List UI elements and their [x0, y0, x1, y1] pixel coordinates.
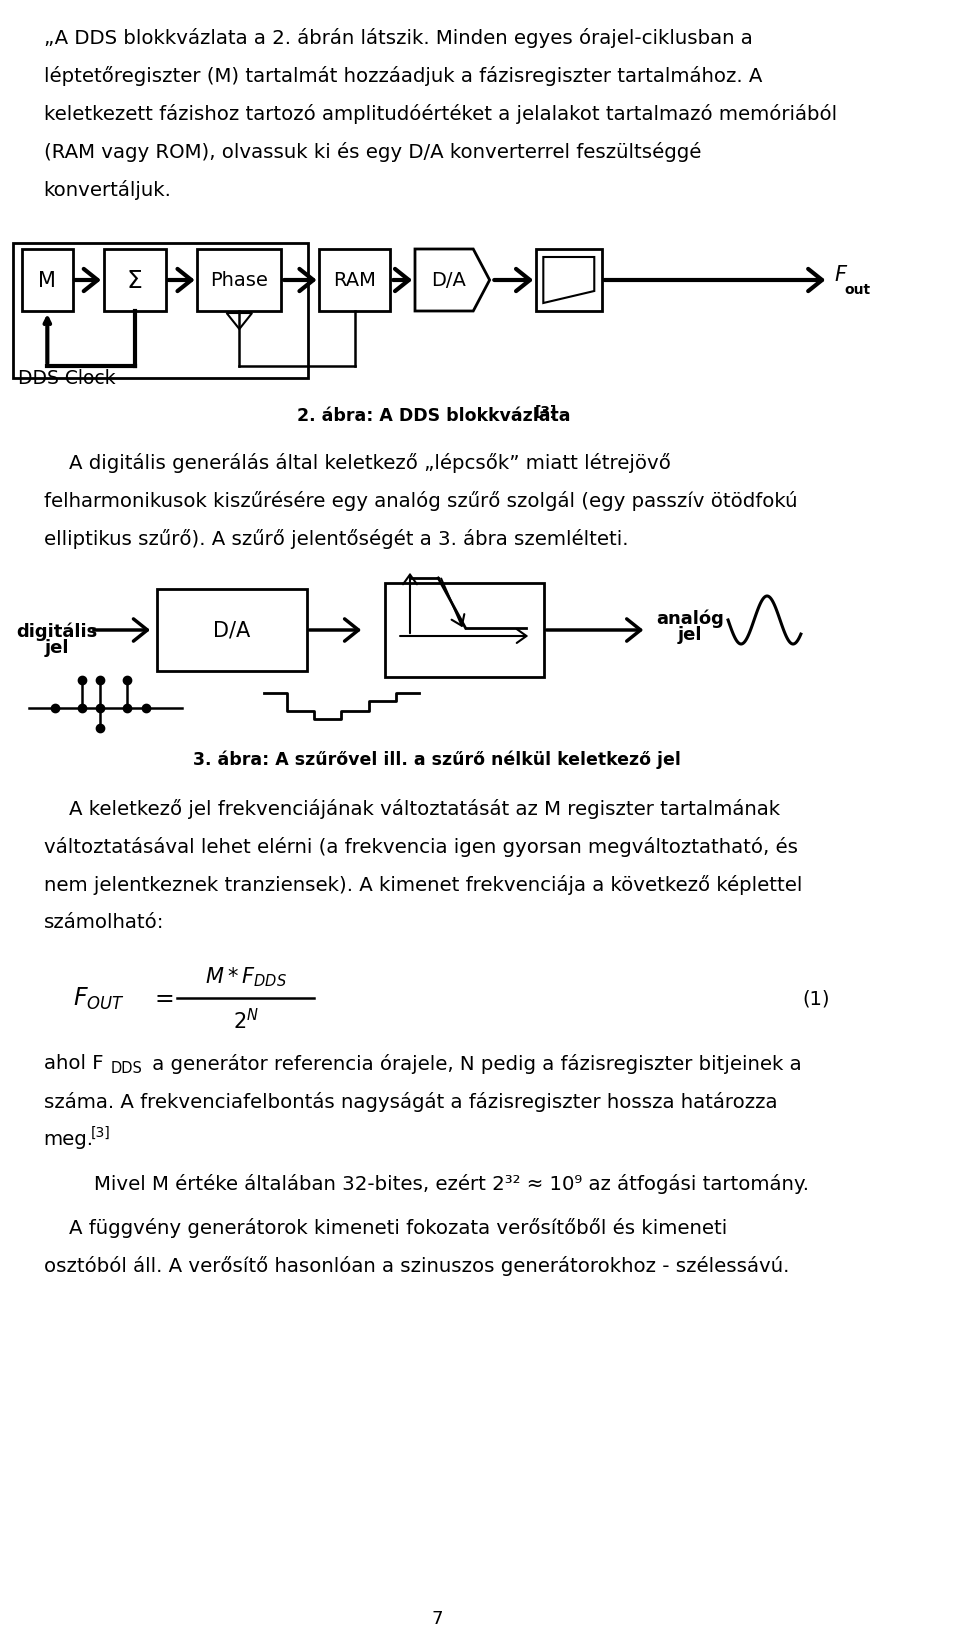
Text: D/A: D/A [213, 621, 251, 641]
Text: D/A: D/A [431, 272, 467, 290]
Polygon shape [227, 313, 252, 329]
Text: (RAM vagy ROM), olvassuk ki és egy D/A konverterrel feszültséggé: (RAM vagy ROM), olvassuk ki és egy D/A k… [44, 143, 701, 162]
Text: léptetőregiszter (M) tartalmát hozzáadjuk a fázisregiszter tartalmához. A: léptetőregiszter (M) tartalmát hozzáadju… [44, 66, 762, 85]
Bar [536, 249, 602, 311]
Text: A függvény generátorok kimeneti fokozata verősítőből és kimeneti: A függvény generátorok kimeneti fokozata… [44, 1218, 727, 1237]
Text: [3]: [3] [535, 405, 558, 418]
Polygon shape [543, 257, 594, 303]
Text: $F_{OUT}$: $F_{OUT}$ [73, 985, 125, 1011]
Bar [198, 249, 281, 311]
Text: a generátor referencia órajele, N pedig a fázisregiszter bitjeinek a: a generátor referencia órajele, N pedig … [146, 1054, 802, 1074]
Text: (1): (1) [803, 988, 830, 1008]
Text: RAM: RAM [333, 272, 376, 290]
Text: A keletkező jel frekvenciájának változtatását az M regiszter tartalmának: A keletkező jel frekvenciájának változta… [44, 798, 780, 818]
Text: változtatásával lehet elérni (a frekvencia igen gyorsan megváltoztatható, és: változtatásával lehet elérni (a frekvenc… [44, 836, 798, 857]
Text: $2^N$: $2^N$ [232, 1008, 259, 1033]
Text: Phase: Phase [210, 272, 268, 290]
Text: meg.: meg. [44, 1129, 94, 1149]
Text: analóg: analóg [656, 608, 724, 628]
Text: osztóból áll. A verősítő hasonlóan a szinuszos generátorokhoz - szélessávú.: osztóból áll. A verősítő hasonlóan a szi… [44, 1255, 789, 1275]
Text: jel: jel [44, 639, 69, 657]
Text: ahol F: ahol F [44, 1054, 103, 1072]
Text: számolható:: számolható: [44, 913, 164, 931]
Text: digitális: digitális [15, 623, 97, 641]
Text: felharmonikusok kiszűrésére egy analóg szűrő szolgál (egy passzív ötödfokú: felharmonikusok kiszűrésére egy analóg s… [44, 490, 797, 511]
Polygon shape [415, 249, 490, 311]
Bar [320, 249, 391, 311]
Bar [12, 244, 307, 379]
Text: 3. ábra: A szűrővel ill. a szűrő nélkül keletkező jel: 3. ábra: A szűrővel ill. a szűrő nélkül … [193, 751, 681, 769]
Text: 7: 7 [431, 1609, 443, 1628]
Text: nem jelentkeznek tranziensek). A kimenet frekvenciája a következő képlettel: nem jelentkeznek tranziensek). A kimenet… [44, 875, 802, 895]
Text: jel: jel [678, 626, 702, 644]
Text: elliptikus szűrő). A szűrő jelentőségét a 3. ábra szemlélteti.: elliptikus szűrő). A szűrő jelentőségét … [44, 529, 628, 549]
Text: Σ: Σ [127, 269, 143, 293]
Text: „A DDS blokkvázlata a 2. ábrán látszik. Minden egyes órajel-ciklusban a: „A DDS blokkvázlata a 2. ábrán látszik. … [44, 28, 753, 48]
Text: $M * F_{DDS}$: $M * F_{DDS}$ [204, 965, 287, 988]
Text: M: M [38, 270, 57, 290]
Text: 2. ábra: A DDS blokkvázlata: 2. ábra: A DDS blokkvázlata [297, 406, 577, 425]
Text: Mivel M értéke általában 32-bites, ezért 2³² ≈ 10⁹ az átfogási tartomány.: Mivel M értéke általában 32-bites, ezért… [44, 1174, 808, 1193]
Text: keletkezett fázishoz tartozó amplitudóértéket a jelalakot tartalmazó memóriából: keletkezett fázishoz tartozó amplitudóér… [44, 103, 837, 125]
Text: A digitális generálás által keletkező „lépcsők” miatt létrejövő: A digitális generálás által keletkező „l… [44, 452, 670, 472]
Text: száma. A frekvenciafelbontás nagyságát a fázisregiszter hossza határozza: száma. A frekvenciafelbontás nagyságát a… [44, 1092, 778, 1111]
Text: konvertáljuk.: konvertáljuk. [44, 180, 172, 200]
Text: =: = [155, 987, 175, 1010]
Text: out: out [845, 284, 871, 297]
Text: DDS: DDS [111, 1060, 143, 1075]
Bar [104, 249, 166, 311]
Bar [157, 590, 307, 672]
Bar [385, 583, 543, 677]
Text: DDS Clock: DDS Clock [18, 369, 116, 388]
Text: $F$: $F$ [833, 266, 848, 285]
Bar [22, 249, 73, 311]
Text: [3]: [3] [91, 1126, 110, 1139]
